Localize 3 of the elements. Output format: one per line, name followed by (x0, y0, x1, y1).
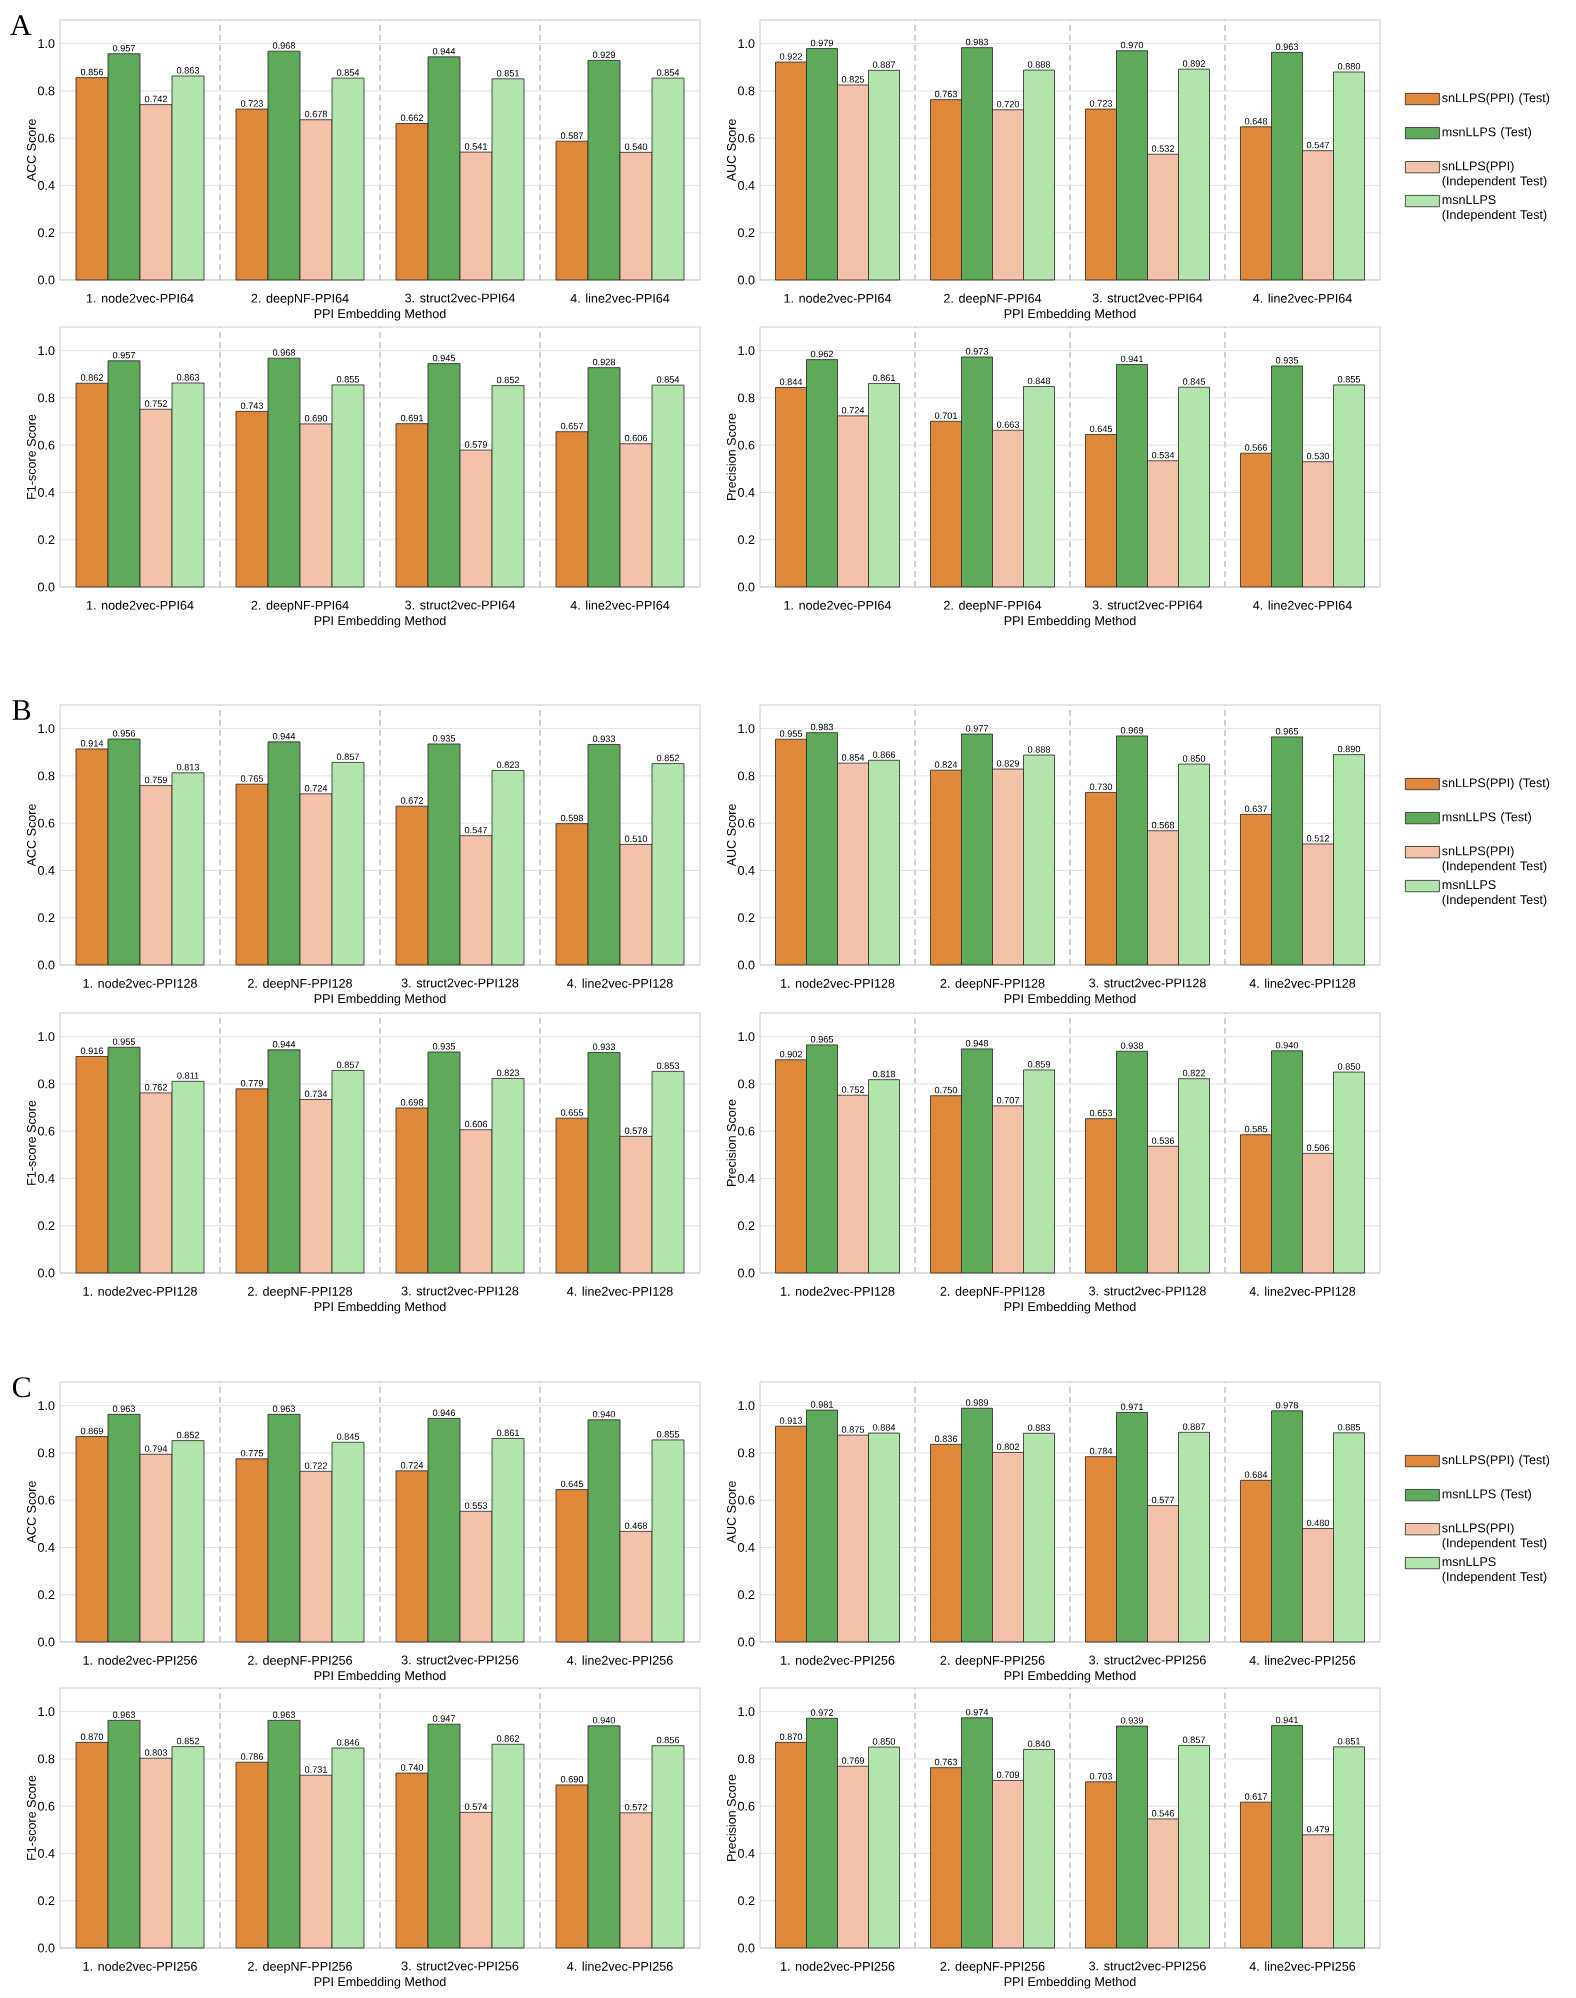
text: A (10, 15, 32, 35)
text: C (12, 1377, 30, 1398)
text: B (12, 700, 31, 720)
